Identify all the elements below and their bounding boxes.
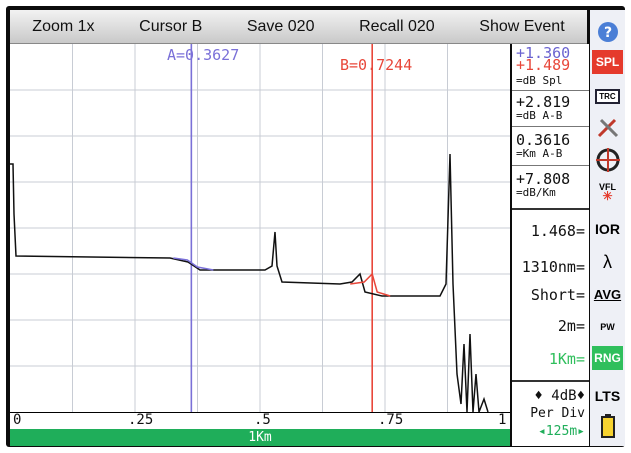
save-button[interactable]: Save 020 [246,17,315,35]
distance-value: 0.3616 [516,131,571,149]
vfl-icon[interactable]: VFL ✳ [592,178,623,206]
tools-icon[interactable] [592,114,623,142]
plot-grid [10,44,510,412]
recall-button[interactable]: Recall 020 [359,17,435,35]
pulse-width-icon[interactable]: PW [600,322,615,332]
wavelength-icon[interactable]: λ [603,251,612,272]
average-icon[interactable]: AVG [593,286,622,302]
readout-panel: +1.360 +1.489 =dB Spl +2.819 =dB A-B 0.3… [512,44,589,446]
x-tick-label: .25 [128,412,154,428]
trace-waveform [10,153,489,412]
cursor-b-value: +1.489 [516,56,571,74]
cursor-select-button[interactable]: Cursor B [139,17,203,35]
laser-icon: ✳ [602,189,613,203]
zoom-button[interactable]: Zoom 1x [32,17,95,35]
tool-icon-column: ? SPL TRC VFL ✳ IOR λ AVG PW RNG LTS [590,10,625,446]
battery-icon [592,412,623,440]
level-unit: =dB Spl [516,74,563,87]
target-icon-glyph [595,148,620,172]
wavelength-setting[interactable]: 1310nm= [521,258,585,276]
distance-unit: =Km A-B [516,147,563,160]
per-div-label: Per Div [530,406,585,421]
splice-icon[interactable]: SPL [592,50,623,74]
cursor-b-label: B=0.7244 [340,56,413,74]
help-icon[interactable]: ? [592,18,623,46]
pulse-width-setting[interactable]: 2m= [557,317,585,335]
trace-canvas [10,44,510,412]
trace-segment-a [173,257,214,271]
loss-value: +2.819 [516,93,571,111]
tools-icon-glyph [597,118,618,138]
trace-segment-b [350,272,391,297]
target-icon[interactable] [592,146,623,174]
battery-icon-glyph [600,414,615,438]
ior-icon[interactable]: IOR [595,221,620,237]
loss-unit: =dB A-B [516,109,563,122]
x-tick-label: .75 [378,412,404,428]
range-setting[interactable]: 1Km= [548,350,585,368]
trc-label: TRC [595,88,620,104]
svg-text:?: ? [603,25,611,41]
show-event-button[interactable]: Show Event [479,17,565,35]
trace-file-icon[interactable]: TRC [592,82,623,110]
lts-icon[interactable]: LTS [594,388,621,404]
x-tick-label: 0 [13,412,22,428]
pulse-mode-setting[interactable]: Short= [530,286,585,304]
distance-axis: 0 .25 .5 .75 1 [10,412,510,430]
otdr-trace-plot[interactable]: A=0.3627 B=0.7244 [10,44,510,412]
vfl-label: VFL [599,182,616,192]
div-width-setting[interactable]: ◂125m▸ [538,424,585,439]
x-tick-label: .5 [254,412,271,428]
ior-setting[interactable]: 1.468= [530,222,585,240]
top-toolbar: Zoom 1x Cursor B Save 020 Recall 020 Sho… [10,10,587,44]
attenuation-unit: =dB/Km [516,186,556,199]
x-tick-label: 1 [498,412,507,428]
help-icon-glyph: ? [597,22,618,42]
range-icon[interactable]: RNG [592,346,623,370]
cursor-a-label: A=0.3627 [167,46,240,64]
cursor-a-value: +1.360 [516,44,571,62]
range-bar[interactable]: 1Km [10,429,510,446]
scale-setting[interactable]: ♦ 4dB♦ [534,388,585,404]
attenuation-value: +7.808 [516,170,571,188]
